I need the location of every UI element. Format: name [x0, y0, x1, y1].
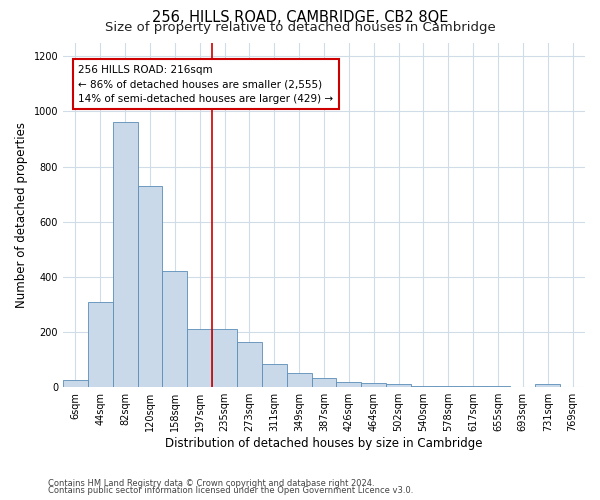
Bar	[262, 364, 287, 387]
Bar	[137, 186, 163, 387]
Bar	[485, 386, 511, 387]
Bar	[237, 342, 262, 387]
Bar	[311, 378, 337, 387]
Bar	[287, 374, 311, 387]
Text: Contains HM Land Registry data © Crown copyright and database right 2024.: Contains HM Land Registry data © Crown c…	[48, 478, 374, 488]
Text: Size of property relative to detached houses in Cambridge: Size of property relative to detached ho…	[104, 21, 496, 34]
Bar	[386, 384, 411, 387]
Bar	[88, 302, 113, 387]
Bar	[212, 330, 237, 387]
X-axis label: Distribution of detached houses by size in Cambridge: Distribution of detached houses by size …	[165, 437, 483, 450]
Text: 256 HILLS ROAD: 216sqm
← 86% of detached houses are smaller (2,555)
14% of semi-: 256 HILLS ROAD: 216sqm ← 86% of detached…	[79, 64, 334, 104]
Y-axis label: Number of detached properties: Number of detached properties	[15, 122, 28, 308]
Text: 256, HILLS ROAD, CAMBRIDGE, CB2 8QE: 256, HILLS ROAD, CAMBRIDGE, CB2 8QE	[152, 10, 448, 25]
Bar	[535, 384, 560, 387]
Bar	[361, 383, 386, 387]
Text: Contains public sector information licensed under the Open Government Licence v3: Contains public sector information licen…	[48, 486, 413, 495]
Bar	[187, 330, 212, 387]
Bar	[411, 386, 436, 387]
Bar	[436, 386, 461, 387]
Bar	[337, 382, 361, 387]
Bar	[63, 380, 88, 387]
Bar	[163, 272, 187, 387]
Bar	[461, 386, 485, 387]
Bar	[113, 122, 137, 387]
